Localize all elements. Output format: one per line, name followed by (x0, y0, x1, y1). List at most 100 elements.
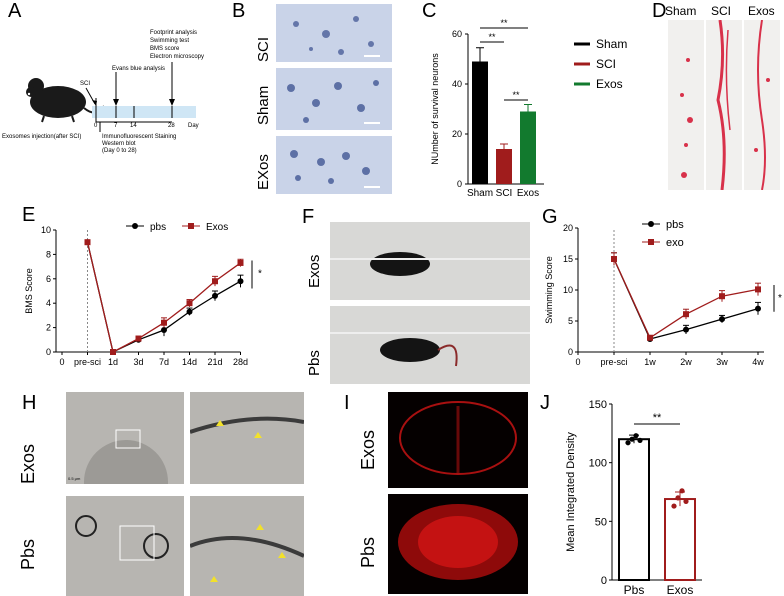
timeline-sci-label: SCI (80, 81, 90, 87)
panel-b-micrograph-sci (276, 4, 392, 62)
panel-h-tem-exos-low: 0.5 μm (66, 392, 184, 484)
panel-h-label-exos: Exos (18, 443, 38, 484)
panel-d-footprint-exos (744, 20, 780, 190)
panel-letter-e: E (22, 204, 36, 226)
chart-c-ytick-label: 60 (452, 29, 462, 39)
chart-j-ytick-label: 0 (601, 575, 607, 587)
panel-i-fluor-exos (388, 392, 528, 488)
chart-g-legend-label: pbs (666, 219, 684, 231)
panel-letter-f: F (302, 206, 315, 228)
chart-ylabel: Swimming Score (544, 256, 554, 324)
chart-ytick-label: 15 (563, 254, 573, 264)
chart-e-legend-marker (188, 223, 194, 229)
panel-d-label-sci: SCI (711, 4, 732, 18)
panel-f-label-pbs: Pbs (306, 350, 323, 376)
chart-j-ylabel: Mean Integrated Density (565, 432, 577, 552)
timeline-staining-1: Immunofluorescent Staining (102, 134, 176, 140)
chart-j-point (675, 495, 681, 501)
chart-e-legend-label: pbs (150, 222, 166, 233)
chart-j-ytick-label: 50 (595, 516, 607, 528)
chart-point (186, 308, 193, 315)
panel-b-micrograph-exos (276, 136, 392, 194)
chart-c-x-label: Exos (517, 188, 539, 199)
timeline-footprint-label: Footprint analysis (150, 30, 197, 36)
chart-ytick-label: 2 (46, 323, 51, 333)
chart-j-ytick-label: 100 (589, 458, 607, 470)
chart-point (237, 278, 244, 285)
panel-d-label-sham: Sham (665, 4, 697, 18)
panel-letter-j: J (540, 392, 550, 414)
chart-c-x-label: Sham (467, 188, 493, 199)
chart-ytick-label: 0 (46, 347, 51, 357)
chart-xtick-label: 1w (644, 357, 656, 367)
chart-c-legend-label: Exos (596, 77, 623, 91)
chart-e-legend-marker (132, 223, 138, 229)
timeline-tick-0: 0 (94, 123, 98, 129)
timeline-evans-label: Evans blue analysis (112, 66, 165, 72)
panel-letter-d: D (652, 0, 667, 22)
chart-c-ylabel: NUmber of survival neurons (430, 53, 440, 165)
chart-ytick-label: 10 (41, 225, 51, 235)
chart-e-sig-text: * (258, 268, 262, 279)
panel-h-scalebar-exos: 0.5 μm (68, 476, 81, 481)
chart-point (84, 239, 91, 246)
chart-c-x-label: SCI (496, 188, 513, 199)
chart-ytick-label: 0 (568, 347, 573, 357)
chart-j-x-label: Pbs (624, 583, 645, 596)
chart-j-point (629, 436, 635, 442)
chart-point (611, 256, 617, 262)
chart-ytick-label: 10 (563, 285, 573, 295)
chart-point (110, 349, 116, 355)
chart-ylabel: BMS Score (24, 268, 34, 314)
chart-g-legend-label: exo (666, 237, 684, 249)
chart-ytick-label: 4 (46, 298, 51, 308)
chart-c-bar (472, 61, 488, 184)
chart-point (135, 335, 142, 342)
chart-j-point (683, 498, 689, 504)
chart-xtick-label: 3w (716, 357, 728, 367)
panel-h-tem-pbs-high (190, 496, 304, 596)
panel-f-photo-pbs (330, 306, 530, 384)
chart-xtick-label: 4w (752, 357, 764, 367)
chart-xtick-label: 2w (680, 357, 692, 367)
panel-b-label-exos: EXos (255, 154, 272, 190)
chart-e-legend-label: Exos (206, 222, 228, 233)
chart-point (755, 305, 761, 312)
timeline-bar (92, 106, 196, 118)
chart-xtick-label: 0 (575, 357, 580, 367)
panel-d-label-exos: Exos (748, 4, 775, 18)
panel-i-label-exos: Exos (358, 429, 378, 470)
panel-letter-a: A (8, 0, 22, 22)
timeline-tick-7: 7 (114, 123, 118, 129)
panel-letter-i: I (344, 392, 350, 414)
panel-b-micrograph-sham (276, 68, 392, 130)
panel-f-label-exos: Exos (306, 254, 323, 288)
panel-d-footprint-sham (668, 20, 704, 190)
chart-c-bar (520, 111, 536, 184)
chart-point (161, 319, 167, 326)
panel-i-fluor-pbs (388, 494, 528, 594)
panel-i-label-pbs: Pbs (358, 536, 378, 568)
chart-point (237, 259, 244, 266)
chart-point (683, 311, 689, 318)
chart-xtick-label: 21d (207, 357, 222, 367)
chart-xtick-label: 7d (159, 357, 169, 367)
chart-j-point (625, 440, 631, 446)
chart-point (755, 286, 761, 293)
chart-e: 0 2 4 6 8 10 0 pre-sci 1d 3d 7d 14d 21d 28d BMS Score p… (24, 222, 262, 367)
chart-ytick-label: 8 (46, 249, 51, 259)
chart-point (212, 292, 218, 299)
chart-point (186, 300, 193, 307)
chart-xtick-label: pre-sci (74, 357, 101, 367)
panel-a-timeline: 0 7 14 28 Day SCI Evans blue analysis Fo… (2, 30, 204, 154)
chart-xtick-label: 28d (233, 357, 248, 367)
chart-point (719, 316, 725, 323)
chart-c-sig-sham-exos-text: ** (500, 18, 508, 28)
chart-c-ytick-label: 40 (452, 79, 462, 89)
panel-letter-b: B (232, 0, 246, 22)
panel-letter-c: C (422, 0, 437, 22)
chart-point (683, 326, 689, 333)
chart-g: 0 5 10 15 20 0 pre-sci 1w 2w 3w 4w Swimming Score pb… (544, 219, 782, 367)
chart-c-ytick-label: 0 (457, 179, 462, 189)
